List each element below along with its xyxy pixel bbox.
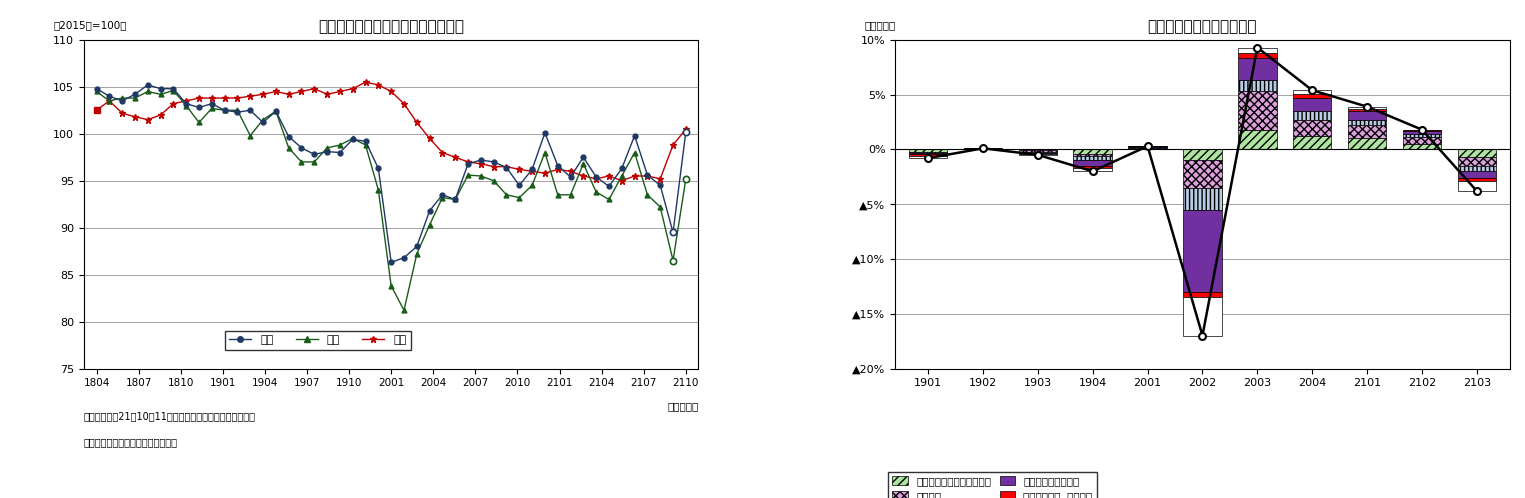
Bar xyxy=(1293,98,1331,111)
Bar xyxy=(1293,94,1331,98)
Bar xyxy=(1403,129,1441,131)
Bar xyxy=(1074,149,1112,154)
Text: （資料）経済産業省「鉱工業指数」: （資料）経済産業省「鉱工業指数」 xyxy=(84,438,178,448)
Bar xyxy=(909,151,947,152)
Bar xyxy=(1403,137,1441,144)
Text: （前期比）: （前期比） xyxy=(865,20,895,30)
Bar xyxy=(1293,120,1331,136)
Bar xyxy=(1128,147,1167,148)
Bar xyxy=(1183,210,1222,292)
Bar xyxy=(1458,171,1496,178)
Bar xyxy=(1019,150,1057,151)
Bar xyxy=(1074,156,1112,160)
Bar xyxy=(1348,111,1386,120)
Bar xyxy=(1074,168,1112,171)
Bar xyxy=(1019,154,1057,155)
Bar xyxy=(1238,80,1276,91)
Bar xyxy=(1183,160,1222,188)
Bar xyxy=(1348,125,1386,138)
Legend: 生産, 出荷, 在庫: 生産, 出荷, 在庫 xyxy=(224,331,412,350)
Legend: 生産用・汎用・業務用機械, 輸送機械, 電子部品・デバイス、, 電気・情報通信機械, 化学工業（除. 医薬品）, その他: 生産用・汎用・業務用機械, 輸送機械, 電子部品・デバイス、, 電気・情報通信機… xyxy=(888,472,1096,498)
Bar xyxy=(909,153,947,154)
Title: 鉱工業生産の業種別寄与度: 鉱工業生産の業種別寄与度 xyxy=(1148,19,1257,34)
Text: （注）生産の21年10、11月は製造工業生産予測指数で延長: （注）生産の21年10、11月は製造工業生産予測指数で延長 xyxy=(84,411,256,421)
Bar xyxy=(1183,149,1222,160)
Bar xyxy=(1293,111,1331,120)
Bar xyxy=(1403,144,1441,149)
Bar xyxy=(1403,131,1441,134)
Bar xyxy=(1238,53,1276,58)
Bar xyxy=(1458,149,1496,157)
Bar xyxy=(909,154,947,156)
Bar xyxy=(1183,188,1222,210)
Bar xyxy=(1074,154,1112,156)
Bar xyxy=(1458,157,1496,166)
Bar xyxy=(1238,91,1276,129)
Text: （2015年=100）: （2015年=100） xyxy=(53,20,127,30)
Bar xyxy=(1074,166,1112,168)
Bar xyxy=(1019,149,1057,150)
Bar xyxy=(1019,151,1057,153)
Bar xyxy=(1348,109,1386,111)
Bar xyxy=(1074,160,1112,166)
Bar xyxy=(909,149,947,151)
Title: 鉱工業生産・出荷・在庫指数の推移: 鉱工業生産・出荷・在庫指数の推移 xyxy=(319,19,464,34)
Bar xyxy=(909,156,947,158)
Bar xyxy=(1238,47,1276,53)
Bar xyxy=(909,152,947,153)
Bar xyxy=(1238,58,1276,80)
Bar xyxy=(1293,90,1331,94)
Bar xyxy=(1458,166,1496,171)
Bar xyxy=(1348,107,1386,109)
Bar xyxy=(1293,136,1331,149)
Bar xyxy=(1403,134,1441,137)
Bar xyxy=(1348,138,1386,149)
Bar xyxy=(1183,292,1222,297)
Bar xyxy=(1458,181,1496,191)
Bar xyxy=(1183,297,1222,336)
Bar xyxy=(1128,148,1167,149)
Bar xyxy=(1458,178,1496,181)
Bar xyxy=(1019,153,1057,154)
Text: （年・月）: （年・月） xyxy=(668,401,698,411)
Bar xyxy=(1128,146,1167,147)
Bar xyxy=(1348,120,1386,125)
Bar xyxy=(1238,129,1276,149)
